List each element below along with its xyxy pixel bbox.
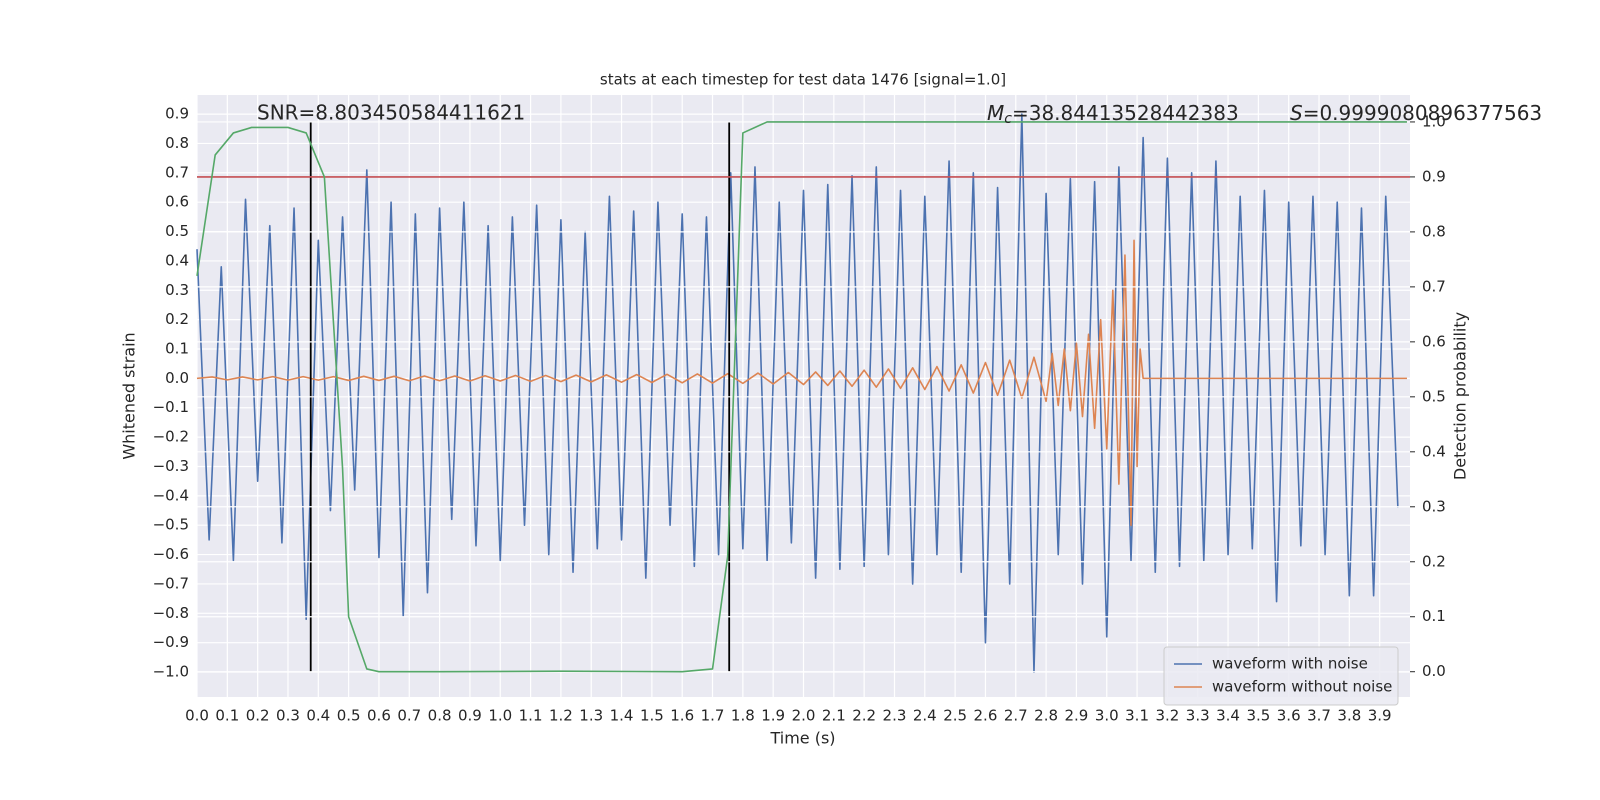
x-tick-label: 2.2 xyxy=(852,707,876,725)
y2-tick-label: 0.4 xyxy=(1422,442,1446,460)
mc-subscript: c xyxy=(1004,111,1012,127)
x-tick-label: 1.0 xyxy=(488,707,512,725)
series-line xyxy=(196,239,1407,527)
series-line xyxy=(196,113,1399,673)
s-symbol: S xyxy=(1290,101,1303,125)
y-tick-label: 0.8 xyxy=(165,134,189,152)
x-tick-label: 2.5 xyxy=(943,707,967,725)
y-axis-label: Whitened strain xyxy=(120,332,139,459)
x-tick-label: 2.3 xyxy=(883,707,907,725)
y-tick-label: 0.3 xyxy=(165,281,189,299)
x-tick-label: 3.5 xyxy=(1246,707,1270,725)
y2-tick-label: 0.8 xyxy=(1422,222,1446,240)
x-tick-label: 2.9 xyxy=(1064,707,1088,725)
x-tick-label: 3.2 xyxy=(1155,707,1179,725)
x-tick-label: 0.1 xyxy=(215,707,239,725)
y-tick-label: 0.4 xyxy=(165,251,189,269)
y-tick-label: 0.7 xyxy=(165,163,189,181)
x-tick-label: 2.0 xyxy=(792,707,816,725)
x-tick-label: 3.4 xyxy=(1216,707,1240,725)
y-tick-label: −0.8 xyxy=(153,604,189,622)
x-tick-label: 1.4 xyxy=(610,707,634,725)
y-tick-label: 0.1 xyxy=(165,340,189,358)
mc-annotation: Mc=38.84413528442383 xyxy=(987,101,1239,128)
x-tick-label: 1.8 xyxy=(731,707,755,725)
x-tick-label: 3.3 xyxy=(1186,707,1210,725)
y-tick-label: −0.7 xyxy=(153,574,189,592)
y-tick-label: −0.9 xyxy=(153,633,189,651)
x-tick-label: 1.9 xyxy=(761,707,785,725)
y-tick-label: −0.1 xyxy=(153,398,189,416)
y-tick-label: 0.6 xyxy=(165,193,189,211)
mc-value: =38.84413528442383 xyxy=(1012,101,1239,125)
chart-title: stats at each timestep for test data 147… xyxy=(600,71,1006,89)
x-tick-label: 1.7 xyxy=(701,707,725,725)
x-tick-label: 1.3 xyxy=(579,707,603,725)
y-tick-label: −1.0 xyxy=(153,663,189,681)
series-line xyxy=(196,121,1407,673)
snr-annotation: SNR=8.803450584411621 xyxy=(257,101,525,125)
x-tick-label: 3.0 xyxy=(1095,707,1119,725)
x-tick-label: 0.9 xyxy=(458,707,482,725)
x-tick-label: 2.4 xyxy=(913,707,937,725)
x-tick-label: 1.6 xyxy=(670,707,694,725)
y2-tick-label: 0.7 xyxy=(1422,277,1446,295)
x-tick-label: 0.2 xyxy=(246,707,270,725)
y2-tick-label: 0.6 xyxy=(1422,332,1446,350)
s-value: =0.9999080896377563 xyxy=(1303,101,1542,125)
x-tick-label: 3.9 xyxy=(1368,707,1392,725)
y-tick-label: −0.4 xyxy=(153,486,189,504)
x-tick-label: 1.1 xyxy=(519,707,543,725)
x-tick-label: 0.0 xyxy=(185,707,209,725)
x-tick-label: 3.8 xyxy=(1337,707,1361,725)
x-tick-label: 1.2 xyxy=(549,707,573,725)
y2-tick-label: 0.5 xyxy=(1422,387,1446,405)
x-tick-label: 0.7 xyxy=(397,707,421,725)
y2-tick-label: 0.3 xyxy=(1422,497,1446,515)
x-tick-label: 2.6 xyxy=(974,707,998,725)
x-tick-label: 2.1 xyxy=(822,707,846,725)
y2-tick-label: 1.0 xyxy=(1422,112,1446,130)
y-tick-label: −0.6 xyxy=(153,545,189,563)
y-tick-label: 0.9 xyxy=(165,105,189,123)
mc-symbol: M xyxy=(987,101,1004,125)
x-tick-label: 1.5 xyxy=(640,707,664,725)
x-tick-label: 0.5 xyxy=(337,707,361,725)
x-tick-label: 3.7 xyxy=(1307,707,1331,725)
x-tick-label: 0.8 xyxy=(428,707,452,725)
y-tick-label: −0.2 xyxy=(153,428,189,446)
legend-box xyxy=(1163,646,1399,706)
x-tick-label: 3.6 xyxy=(1277,707,1301,725)
y-tick-label: −0.5 xyxy=(153,516,189,534)
x-tick-label: 0.6 xyxy=(367,707,391,725)
y2-tick-label: 0.1 xyxy=(1422,607,1446,625)
y-tick-label: 0.2 xyxy=(165,310,189,328)
y-tick-label: 0.5 xyxy=(165,222,189,240)
legend-label: waveform with noise xyxy=(1212,655,1368,673)
x-tick-label: 0.3 xyxy=(276,707,300,725)
y-tick-label: 0.0 xyxy=(165,369,189,387)
x-tick-label: 2.7 xyxy=(1004,707,1028,725)
y-tick-label: −0.3 xyxy=(153,457,189,475)
y2-tick-label: 0.2 xyxy=(1422,552,1446,570)
y2-tick-label: 0.0 xyxy=(1422,662,1446,680)
x-tick-label: 2.8 xyxy=(1034,707,1058,725)
x-tick-label: 3.1 xyxy=(1125,707,1149,725)
y2-axis-label: Detection probability xyxy=(1451,312,1470,480)
s-annotation: S=0.9999080896377563 xyxy=(1290,101,1542,125)
x-tick-label: 0.4 xyxy=(306,707,330,725)
y2-tick-label: 0.9 xyxy=(1422,167,1446,185)
x-axis-label: Time (s) xyxy=(769,729,835,748)
legend-label: waveform without noise xyxy=(1212,678,1392,696)
